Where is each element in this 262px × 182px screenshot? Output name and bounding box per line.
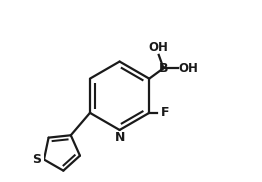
- Text: OH: OH: [179, 62, 199, 75]
- Text: OH: OH: [149, 41, 169, 54]
- Text: N: N: [114, 131, 125, 145]
- Text: F: F: [161, 106, 169, 119]
- Text: S: S: [32, 153, 41, 166]
- Text: B: B: [159, 62, 168, 75]
